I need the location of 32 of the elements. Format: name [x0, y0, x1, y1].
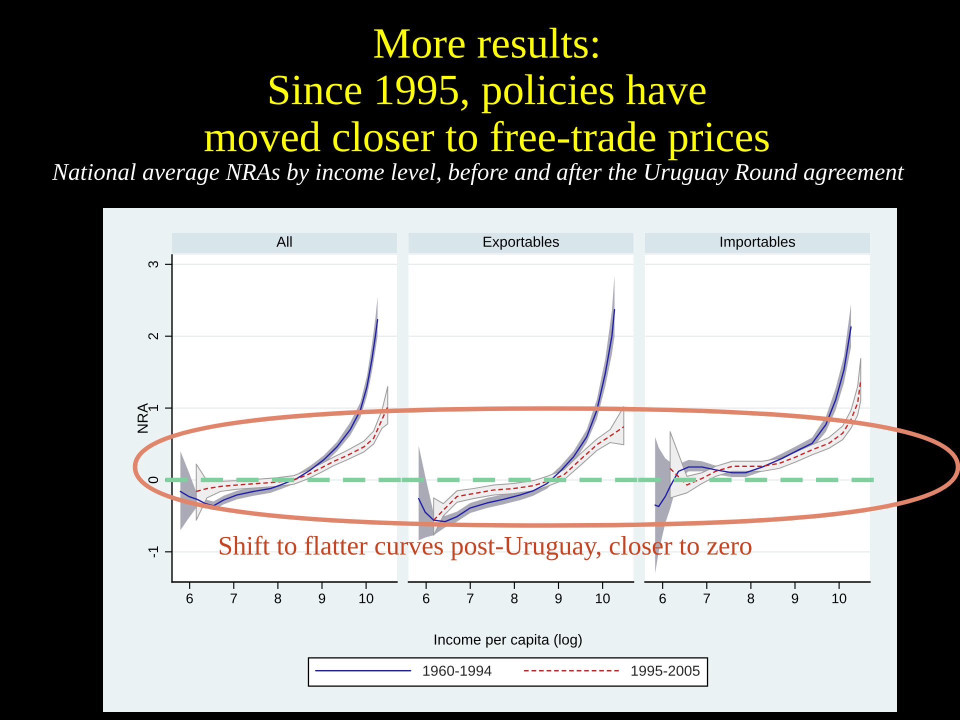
y-tick-label: 3: [148, 261, 158, 268]
chart-title: Exportables: [484, 236, 559, 250]
text: National average NRAs by income level, before and after the Uruguay Round agreement: [52, 162, 904, 186]
line-series: [180, 319, 378, 506]
annotation: Shift to flatter curves post-Uruguay, closer to zero: [220, 536, 752, 560]
y-tick-label: 0: [148, 476, 158, 484]
x-tick-label: 10: [359, 593, 374, 604]
x-tick-label: 6: [186, 593, 193, 604]
text: More results: Since 1995, policies have moved closer to free-trade prices: [204, 28, 769, 160]
x-tick-label: 7: [467, 594, 474, 604]
x-tick-label: 9: [555, 593, 562, 604]
chart-title: Importables: [720, 236, 796, 250]
chart-title: All: [276, 236, 292, 247]
line-series: [196, 406, 388, 492]
x-tick-label: 6: [659, 593, 666, 604]
x-axis-title: Income per capita (log): [434, 634, 582, 648]
y-tick-label: -1: [148, 546, 158, 558]
x-tick-label: 7: [230, 594, 237, 604]
x-tick-label: 7: [704, 594, 710, 604]
x-tick-label: 6: [422, 593, 430, 604]
x-tick-label: 8: [748, 593, 754, 604]
text: 1960-1994: [423, 666, 492, 676]
x-tick-label: 10: [596, 593, 610, 604]
x-tick-label: 8: [511, 593, 518, 604]
x-tick-label: 9: [318, 593, 326, 604]
y-tick-label: 1: [148, 404, 158, 411]
y-axis-title: NRA: [138, 403, 148, 433]
text: 1995-2005: [632, 666, 700, 676]
y-tick-label: 2: [148, 333, 158, 340]
x-tick-label: 9: [792, 593, 798, 604]
x-tick-label: 8: [274, 593, 282, 604]
x-tick-label: 10: [832, 593, 846, 604]
